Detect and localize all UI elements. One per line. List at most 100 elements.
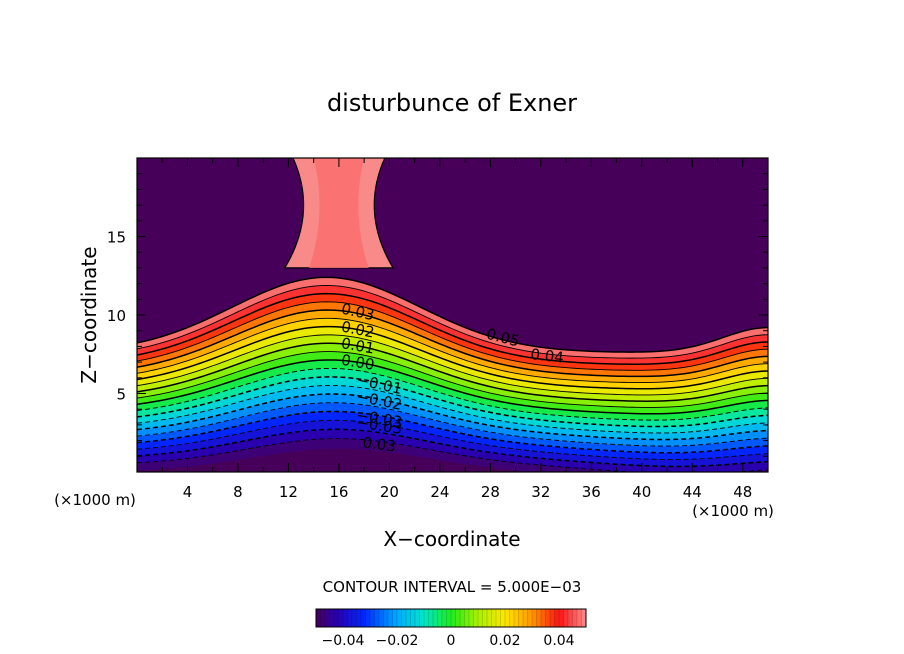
colorbar-cell [477, 608, 484, 628]
colorbar-cell [536, 608, 542, 628]
y-tick-label: 10 [107, 307, 126, 325]
colorbar-cell [491, 608, 497, 628]
contour-fills [137, 158, 768, 472]
colorbar-cell [387, 608, 394, 628]
colorbar-cell [329, 608, 335, 628]
colorbar-cell [495, 608, 502, 628]
colorbar-cell [338, 608, 344, 628]
contour-line [137, 384, 768, 434]
colorbar-cell [504, 608, 511, 628]
colorbar-cell [500, 608, 506, 628]
x-tick-label: 12 [279, 483, 298, 501]
contour-line [137, 428, 768, 468]
colorbar-cell [482, 608, 488, 628]
x-tick-label: 36 [582, 483, 601, 501]
colorbar-cell [576, 608, 583, 628]
colorbar-cell [486, 608, 493, 628]
colorbar-cell [369, 608, 376, 628]
colorbar-cell [315, 608, 322, 628]
colorbar-cell [437, 608, 443, 628]
contour-line [137, 292, 768, 365]
colorbar-cell [522, 608, 529, 628]
colorbar-cell [378, 608, 385, 628]
contour-line [137, 301, 768, 371]
colorbar-cell [563, 608, 569, 628]
x-tick-label: 44 [683, 483, 702, 501]
y-tick-label: 15 [107, 229, 126, 247]
x-tick-label: 8 [233, 483, 243, 501]
x-axis-label: X−coordinate [383, 527, 520, 551]
contour-label: 0.04 [530, 345, 565, 367]
colorbar-cell [572, 608, 578, 628]
contour-line [137, 393, 768, 441]
contour-line [137, 342, 768, 402]
colorbar-tick-label: 0.02 [489, 633, 520, 649]
colorbar-cell [432, 608, 439, 628]
colorbar-cell [383, 608, 389, 628]
colorbar-cell [450, 608, 457, 628]
contour-line [137, 317, 768, 384]
y-unit-label: (×1000 m) [54, 491, 136, 509]
colorbar-cell [513, 608, 520, 628]
x-unit-label: (×1000 m) [692, 502, 774, 520]
colorbar-cell [351, 608, 358, 628]
contour-label: 0.00 [340, 351, 376, 374]
colorbar-cell [401, 608, 407, 628]
colorbar-cell [531, 608, 538, 628]
x-tick-label: 32 [531, 483, 550, 501]
contour-line [137, 359, 768, 415]
colorbar-cell [419, 608, 425, 628]
chart-title: disturbunce of Exner [327, 89, 577, 117]
colorbar-cell [455, 608, 461, 628]
colorbar-cell [365, 608, 371, 628]
colorbar-cell [545, 608, 551, 628]
colorbar-cell [540, 608, 547, 628]
x-tick-label: 28 [481, 483, 500, 501]
contour-line [137, 309, 768, 378]
colorbar-cell [558, 608, 565, 628]
contour-interval-text: CONTOUR INTERVAL = 5.000E−03 [323, 578, 582, 596]
colorbar-tick-labels: −0.04 −0.02 0 0.02 0.04 [322, 633, 575, 649]
colorbar-cell [374, 608, 380, 628]
colorbar-cell [527, 608, 533, 628]
colorbar-cell [356, 608, 362, 628]
colorbar-cell [405, 608, 412, 628]
colorbar-cell [567, 608, 574, 628]
colorbar-tick-label: 0.04 [543, 633, 574, 649]
x-tick-label: 16 [329, 483, 348, 501]
colorbar-tick-label: −0.04 [322, 633, 365, 649]
contour-label: 0.03 [362, 433, 397, 455]
y-axis-label: Z−coordinate [77, 246, 101, 383]
colorbar-cell [333, 608, 340, 628]
colorbar-cell [459, 608, 466, 628]
colorbar-cell [518, 608, 524, 628]
colorbar-cell [468, 608, 475, 628]
colorbar-cell [554, 608, 560, 628]
contour-line [137, 438, 768, 472]
contour-labels: 0.050.040.030.020.010.00−0.01−0.02−0.03−… [340, 300, 565, 456]
contour-lines [137, 276, 768, 472]
x-tick-label: 4 [183, 483, 193, 501]
colorbar-cell [549, 608, 556, 628]
x-tick-label: 24 [430, 483, 449, 501]
colorbar-cell [441, 608, 448, 628]
colorbar-cell [410, 608, 416, 628]
colorbar-cell [423, 608, 430, 628]
colorbar-cell [360, 608, 367, 628]
x-tick-label: 48 [733, 483, 752, 501]
colorbar-cell [446, 608, 452, 628]
colorbar-cell [414, 608, 421, 628]
colorbar-cell [347, 608, 353, 628]
contour-plume-core [309, 158, 369, 268]
colorbar-cell [464, 608, 470, 628]
colorbar-cell [392, 608, 398, 628]
colorbar-cell [396, 608, 403, 628]
contour-line [137, 276, 768, 353]
contour-line [137, 351, 768, 408]
x-tick-label: 40 [632, 483, 651, 501]
x-tick-label: 20 [380, 483, 399, 501]
colorbar-cell [473, 608, 479, 628]
contour-label: 0.01 [340, 334, 376, 358]
